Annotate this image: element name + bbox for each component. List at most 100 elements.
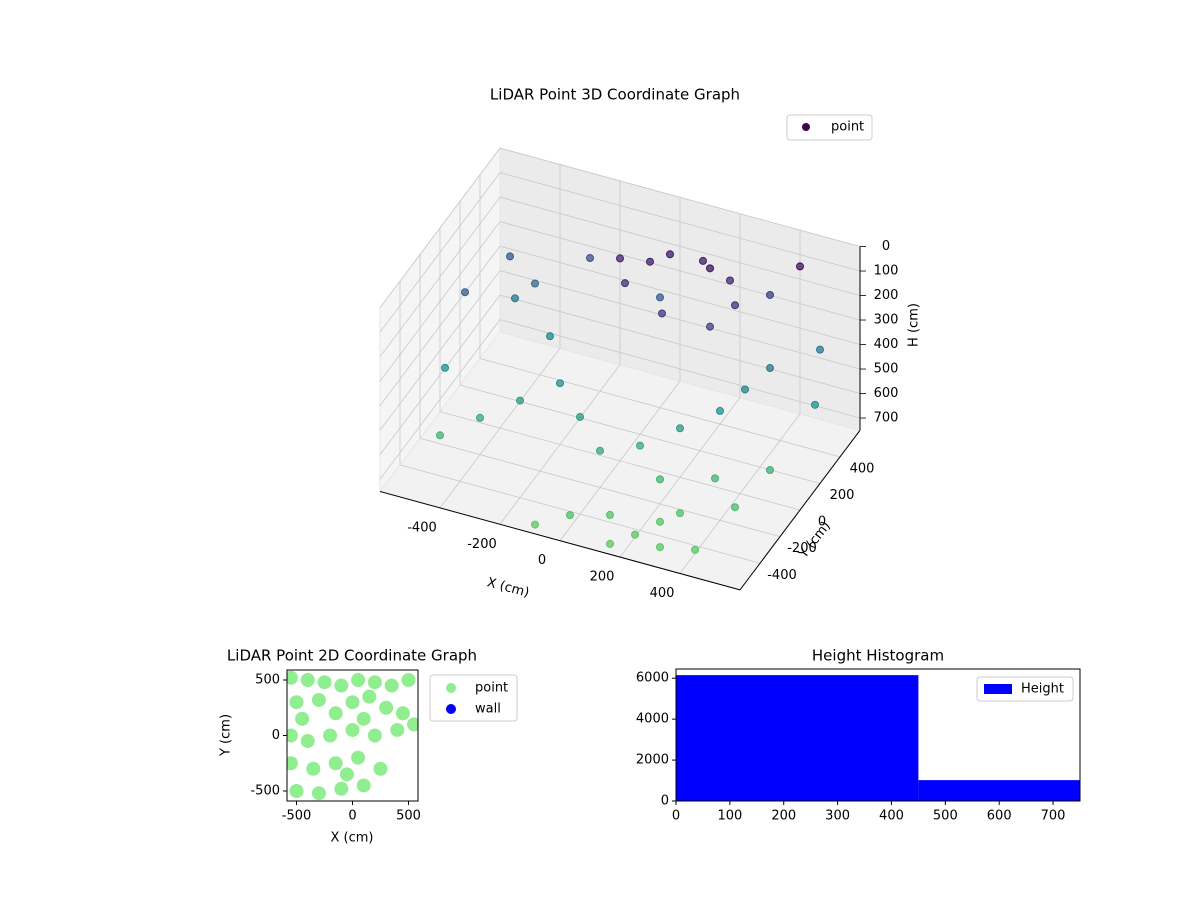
legend-label: wall xyxy=(475,702,501,717)
point xyxy=(646,257,654,266)
point xyxy=(436,431,444,440)
point xyxy=(516,396,524,405)
point xyxy=(345,722,360,737)
point xyxy=(379,700,394,715)
x-tick-label: 200 xyxy=(590,570,615,585)
z-tick-label: 300 xyxy=(874,313,899,328)
point xyxy=(699,256,707,265)
y-tick-label: -200 xyxy=(787,541,817,556)
legend-marker xyxy=(802,123,810,131)
point xyxy=(691,545,699,554)
bar xyxy=(918,780,1080,801)
point xyxy=(300,672,315,687)
chart-title: LiDAR Point 3D Coordinate Graph xyxy=(490,86,740,104)
z-tick-label: 400 xyxy=(874,337,899,352)
chart-title: Height Histogram xyxy=(812,647,944,665)
z-tick-label: 100 xyxy=(874,264,899,279)
point xyxy=(367,675,382,690)
point xyxy=(576,412,584,421)
point xyxy=(656,475,664,484)
point xyxy=(476,413,484,422)
y-tick-label: 4000 xyxy=(636,712,669,727)
point xyxy=(317,675,332,690)
y-tick-label: 6000 xyxy=(636,671,669,686)
plot-area xyxy=(287,670,418,801)
point xyxy=(328,706,343,721)
grid-line xyxy=(379,147,501,308)
point xyxy=(407,717,418,732)
x-tick-label: 500 xyxy=(933,809,958,824)
point xyxy=(390,722,405,737)
grid-line xyxy=(499,196,861,296)
axis-line xyxy=(379,490,741,591)
point xyxy=(606,510,614,519)
legend-marker xyxy=(446,683,456,693)
point xyxy=(289,695,304,710)
point xyxy=(766,364,774,373)
y-axis-label: Y (cm) xyxy=(219,714,234,757)
point xyxy=(339,767,354,782)
grid-line xyxy=(379,172,501,333)
point xyxy=(621,279,629,288)
point xyxy=(676,509,684,518)
x-tick-label: -500 xyxy=(282,809,312,824)
legend-marker xyxy=(446,704,456,714)
y-tick-label: 500 xyxy=(255,672,280,687)
point xyxy=(766,466,774,475)
grid-line xyxy=(499,319,861,419)
point xyxy=(531,520,539,529)
grid-line xyxy=(379,319,501,480)
y-tick-label: 0 xyxy=(272,728,280,743)
x-tick-label: 600 xyxy=(987,809,1012,824)
point xyxy=(726,276,734,285)
bar xyxy=(676,675,919,801)
y-tick-label: 2000 xyxy=(636,753,669,768)
y-tick-label: 0 xyxy=(818,515,826,530)
point xyxy=(716,406,724,415)
x-tick-label: 400 xyxy=(879,809,904,824)
legend-label: Height xyxy=(1021,682,1064,697)
z-axis-label: H (cm) xyxy=(907,303,922,347)
legend-box xyxy=(976,676,1074,702)
z-tick-label: 500 xyxy=(874,362,899,377)
point xyxy=(731,301,739,310)
point xyxy=(287,670,298,685)
point xyxy=(511,294,519,303)
point xyxy=(656,517,664,526)
z-tick-label: 200 xyxy=(874,288,899,303)
point xyxy=(461,288,469,297)
point xyxy=(373,761,388,776)
point xyxy=(546,332,554,341)
point xyxy=(506,252,514,261)
point xyxy=(384,678,399,693)
y-tick-label: 0 xyxy=(661,794,669,809)
point xyxy=(811,400,819,409)
point xyxy=(345,695,360,710)
point xyxy=(766,290,774,299)
grid-line xyxy=(399,464,761,564)
point xyxy=(741,385,749,394)
point xyxy=(401,672,416,687)
point xyxy=(323,728,338,743)
x-tick-label: 0 xyxy=(672,809,680,824)
point xyxy=(731,503,739,512)
point xyxy=(706,264,714,273)
point xyxy=(362,689,377,704)
x-tick-label: 0 xyxy=(538,553,546,568)
point xyxy=(666,250,674,259)
y-tick-label: -400 xyxy=(767,568,797,583)
grid-line xyxy=(379,245,501,406)
point xyxy=(636,441,644,450)
y-tick-label: -500 xyxy=(250,784,280,799)
x-tick-label: -400 xyxy=(407,520,437,535)
point xyxy=(311,692,326,707)
point xyxy=(441,363,449,372)
point xyxy=(395,706,410,721)
x-tick-label: 700 xyxy=(1041,809,1066,824)
point xyxy=(367,728,382,743)
point xyxy=(334,781,349,796)
point xyxy=(658,309,666,318)
x-tick-label: 400 xyxy=(650,586,675,601)
